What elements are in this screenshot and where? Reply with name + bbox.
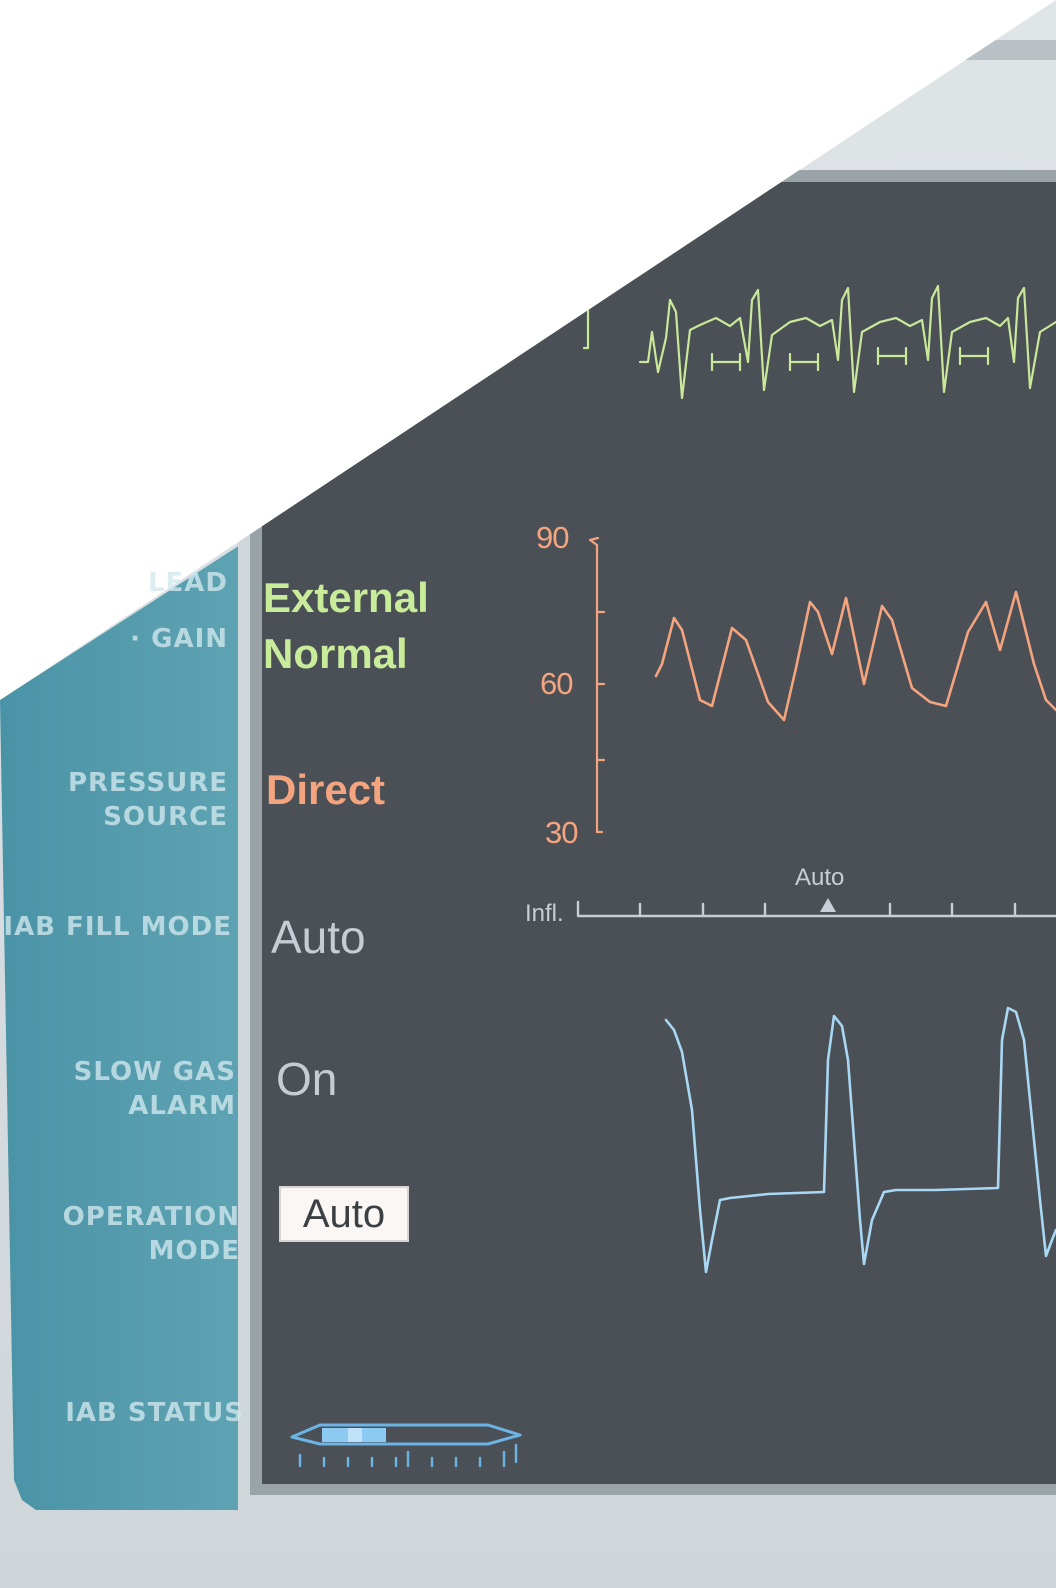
gain-label: · GAIN — [130, 624, 228, 654]
pressure-source-label: PRESSURE SOURCE — [67, 768, 228, 832]
pressure-scale-axis — [588, 536, 606, 834]
lead-label: LEAD — [147, 568, 228, 598]
slow-gas-alarm-value[interactable]: On — [276, 1053, 338, 1105]
timing-bar-label: Infl. — [525, 900, 564, 927]
pressure-waveform — [654, 590, 1056, 722]
iab-status-graphic — [290, 1423, 522, 1468]
iab-fill-mode-label: IAB FILL MODE — [3, 912, 232, 942]
side-panel — [0, 545, 240, 1510]
iab-fill-mode-value[interactable]: Auto — [271, 911, 366, 963]
pressure-scale-min: 30 — [545, 815, 578, 850]
operation-mode-label: OPERATION MODE — [62, 1202, 240, 1266]
operation-mode-button[interactable]: Auto — [279, 1186, 409, 1242]
pressure-scale-mid: 60 — [540, 666, 573, 701]
balloon-pressure-waveform — [664, 1006, 1056, 1274]
pressure-scale-max: 90 — [536, 520, 569, 555]
iab-status-label: IAB STATUS — [65, 1398, 244, 1428]
side-panel-labels: LEAD · GAIN PRESSURE SOURCE IAB FILL MOD… — [0, 0, 243, 1588]
timing-marker-triangle[interactable] — [820, 898, 836, 912]
ecg-interval-markers — [710, 346, 990, 372]
gain-value: Normal — [263, 630, 408, 677]
timing-marker-label: Auto — [795, 864, 845, 891]
lead-value: External — [263, 574, 429, 621]
panel-divider — [238, 520, 252, 1510]
ecg-trace — [546, 284, 1056, 400]
slow-gas-alarm-label: SLOW GAS ALARM — [73, 1057, 236, 1121]
timing-bar — [576, 900, 1056, 918]
pressure-source-value: Direct — [266, 766, 386, 813]
ecg-waveform — [638, 284, 1056, 400]
